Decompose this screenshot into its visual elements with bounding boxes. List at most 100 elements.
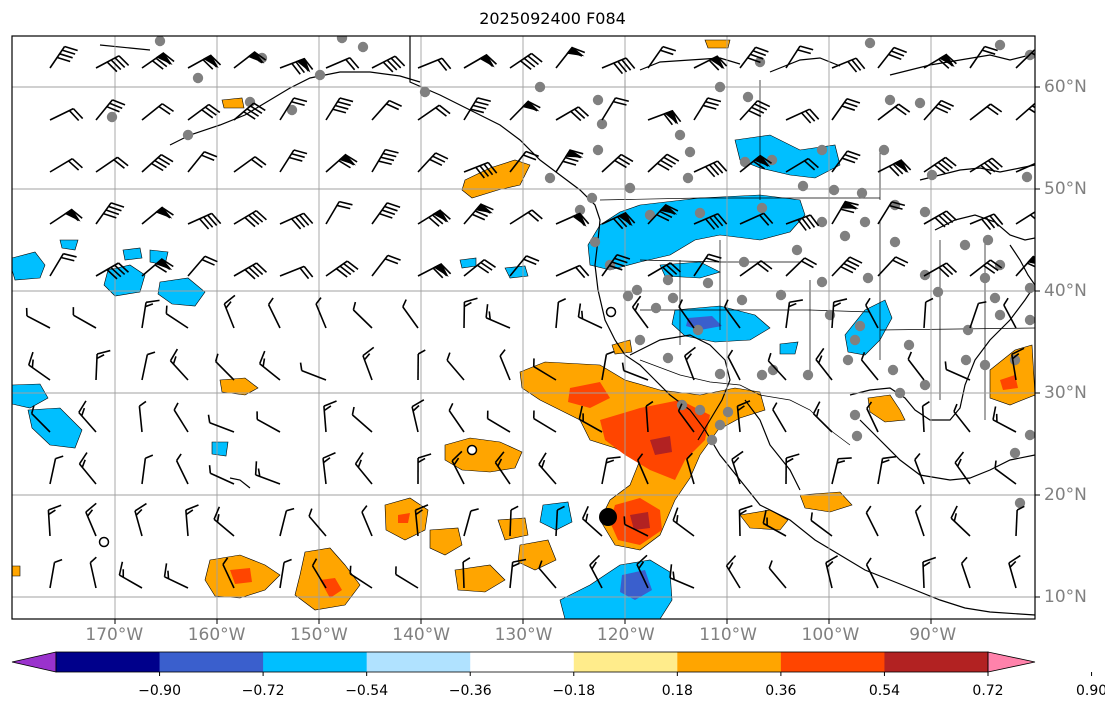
wind-barb bbox=[308, 508, 327, 537]
wind-barb bbox=[581, 506, 603, 537]
wind-barb bbox=[994, 460, 1017, 485]
station-dot bbox=[738, 256, 750, 268]
station-dot bbox=[979, 359, 991, 371]
station-dot bbox=[586, 192, 598, 204]
wind-barb bbox=[577, 303, 603, 329]
wind-barb bbox=[831, 200, 859, 225]
station-dot bbox=[839, 230, 851, 242]
wind-barb bbox=[785, 157, 819, 173]
station-dot bbox=[154, 36, 166, 47]
wind-barb bbox=[865, 505, 879, 537]
wind-barb bbox=[636, 554, 649, 589]
wind-barb bbox=[354, 452, 373, 485]
wind-barb bbox=[645, 400, 654, 433]
station-dot bbox=[919, 379, 931, 391]
wind-barb bbox=[141, 258, 174, 277]
wind-barb bbox=[89, 556, 97, 589]
wind-barb bbox=[678, 299, 695, 329]
wind-barb bbox=[509, 150, 539, 173]
wind-barb bbox=[141, 153, 174, 173]
wind-barb bbox=[187, 212, 222, 230]
wind-barb bbox=[49, 455, 64, 485]
wind-barb bbox=[315, 297, 327, 329]
wind-barb bbox=[362, 346, 375, 381]
wind-barb bbox=[165, 305, 189, 329]
wind-barb bbox=[831, 457, 852, 485]
wind-barb bbox=[267, 297, 281, 329]
wind-barb bbox=[877, 256, 909, 277]
station-dot bbox=[884, 94, 896, 106]
station-dot bbox=[694, 207, 706, 219]
wind-barb bbox=[49, 107, 84, 122]
station-dot bbox=[419, 86, 431, 98]
wind-barb bbox=[923, 297, 934, 329]
wind-barb bbox=[731, 450, 744, 485]
latitude-label: 10°N bbox=[1044, 587, 1087, 607]
graticule bbox=[12, 36, 1035, 619]
wind-barb bbox=[95, 99, 126, 121]
wind-barb bbox=[785, 214, 820, 231]
station-dot bbox=[714, 368, 726, 380]
wind-barb bbox=[187, 150, 218, 173]
wind-barb bbox=[509, 100, 541, 121]
wind-barb bbox=[672, 507, 695, 537]
wind-barb bbox=[944, 361, 971, 381]
wind-barb bbox=[417, 209, 451, 227]
wind-barb bbox=[49, 45, 78, 69]
wind-barb bbox=[601, 350, 615, 381]
wind-barb bbox=[371, 55, 406, 73]
station-dot bbox=[1009, 447, 1021, 459]
station-dot bbox=[994, 39, 1006, 51]
station-dot bbox=[662, 274, 674, 286]
wind-barb bbox=[299, 362, 327, 381]
station-dot bbox=[694, 404, 706, 416]
wind-barb bbox=[494, 451, 511, 485]
colorbar-segment bbox=[470, 652, 575, 672]
station-dot bbox=[859, 216, 871, 228]
wind-barb bbox=[173, 402, 189, 433]
station-dot bbox=[756, 369, 768, 381]
station-dot bbox=[667, 292, 679, 304]
wind-barb bbox=[812, 401, 833, 433]
wind-barb bbox=[325, 97, 354, 121]
station-dot bbox=[878, 144, 890, 156]
map-plot-area bbox=[12, 36, 1035, 619]
wind-barb bbox=[233, 102, 266, 121]
wind-barb bbox=[256, 411, 281, 433]
longitude-label: 130°W bbox=[494, 625, 553, 645]
wind-barb bbox=[134, 502, 147, 537]
wind-barb bbox=[739, 260, 773, 277]
wind-barb bbox=[462, 557, 471, 589]
wind-barb bbox=[923, 99, 954, 121]
station-dot bbox=[842, 354, 854, 366]
longitude-label: 150°W bbox=[290, 625, 348, 645]
station-dot bbox=[357, 41, 369, 53]
wind-barb bbox=[395, 566, 419, 589]
station-dot bbox=[682, 172, 694, 184]
colorbar-tick-label: −0.36 bbox=[448, 683, 492, 699]
wind-barb bbox=[532, 410, 557, 433]
wind-barb bbox=[325, 56, 360, 71]
wind-barb bbox=[555, 149, 584, 173]
wind-barb bbox=[538, 452, 557, 485]
station-dot bbox=[624, 182, 636, 194]
station-dot bbox=[775, 289, 787, 301]
wind-barb bbox=[451, 450, 465, 485]
wind-barb bbox=[417, 57, 452, 71]
wind-barb bbox=[785, 108, 820, 124]
wind-barb bbox=[371, 148, 399, 173]
wind-barb bbox=[279, 57, 314, 75]
station-dot bbox=[960, 354, 972, 366]
wind-barb bbox=[810, 512, 833, 537]
latitude-label: 20°N bbox=[1044, 485, 1087, 505]
station-dot bbox=[106, 111, 118, 123]
wind-barb bbox=[623, 516, 649, 537]
wind-barb bbox=[254, 461, 281, 485]
wind-barb bbox=[78, 400, 97, 433]
wind-barb bbox=[187, 255, 218, 277]
wind-barb bbox=[95, 55, 130, 73]
wind-barb bbox=[831, 150, 861, 173]
wind-barb bbox=[762, 509, 787, 537]
longitude-label: 160°W bbox=[187, 625, 246, 645]
station-dot bbox=[182, 129, 194, 141]
